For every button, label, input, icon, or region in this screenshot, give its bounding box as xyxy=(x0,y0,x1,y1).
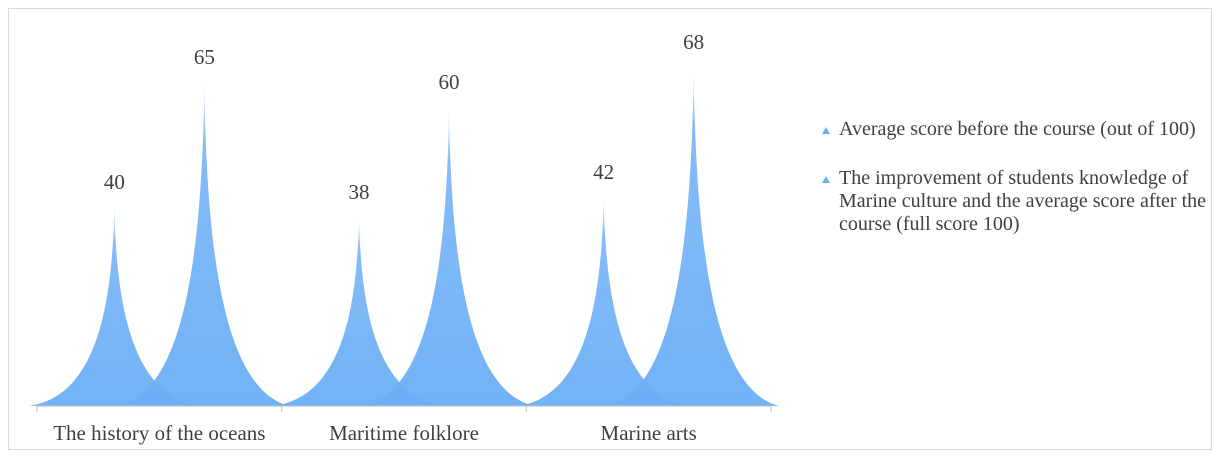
data-label: 38 xyxy=(349,180,370,204)
legend-label-before: Average score before the course (out of … xyxy=(839,118,1196,140)
data-label: 40 xyxy=(104,170,125,194)
data-labels: 40 65 38 60 42 68 xyxy=(104,30,704,204)
data-label: 68 xyxy=(683,30,704,54)
triangle-marker-icon xyxy=(822,127,830,134)
category-tick-label: The history of the oceans xyxy=(53,421,265,445)
data-label: 60 xyxy=(439,70,460,94)
spike-mark xyxy=(119,81,290,406)
spike-mark xyxy=(518,196,689,406)
legend: Average score before the course (out of … xyxy=(822,118,1220,262)
data-label: 42 xyxy=(593,160,614,184)
legend-item-after: The improvement of students knowledge of… xyxy=(822,167,1220,236)
spike-mark xyxy=(364,106,534,406)
legend-label-after: The improvement of students knowledge of… xyxy=(839,167,1207,235)
series-marks xyxy=(29,66,779,406)
category-tick-label: Marine arts xyxy=(601,421,697,445)
legend-item-before: Average score before the course (out of … xyxy=(822,118,1220,141)
spike-mark xyxy=(274,216,444,406)
data-label: 65 xyxy=(194,45,215,69)
spike-mark xyxy=(608,66,779,406)
category-tick-label: Maritime folklore xyxy=(329,421,479,445)
triangle-marker-icon xyxy=(822,176,830,183)
spike-mark xyxy=(29,206,200,406)
x-axis: The history of the oceans Maritime folklo… xyxy=(36,405,772,445)
